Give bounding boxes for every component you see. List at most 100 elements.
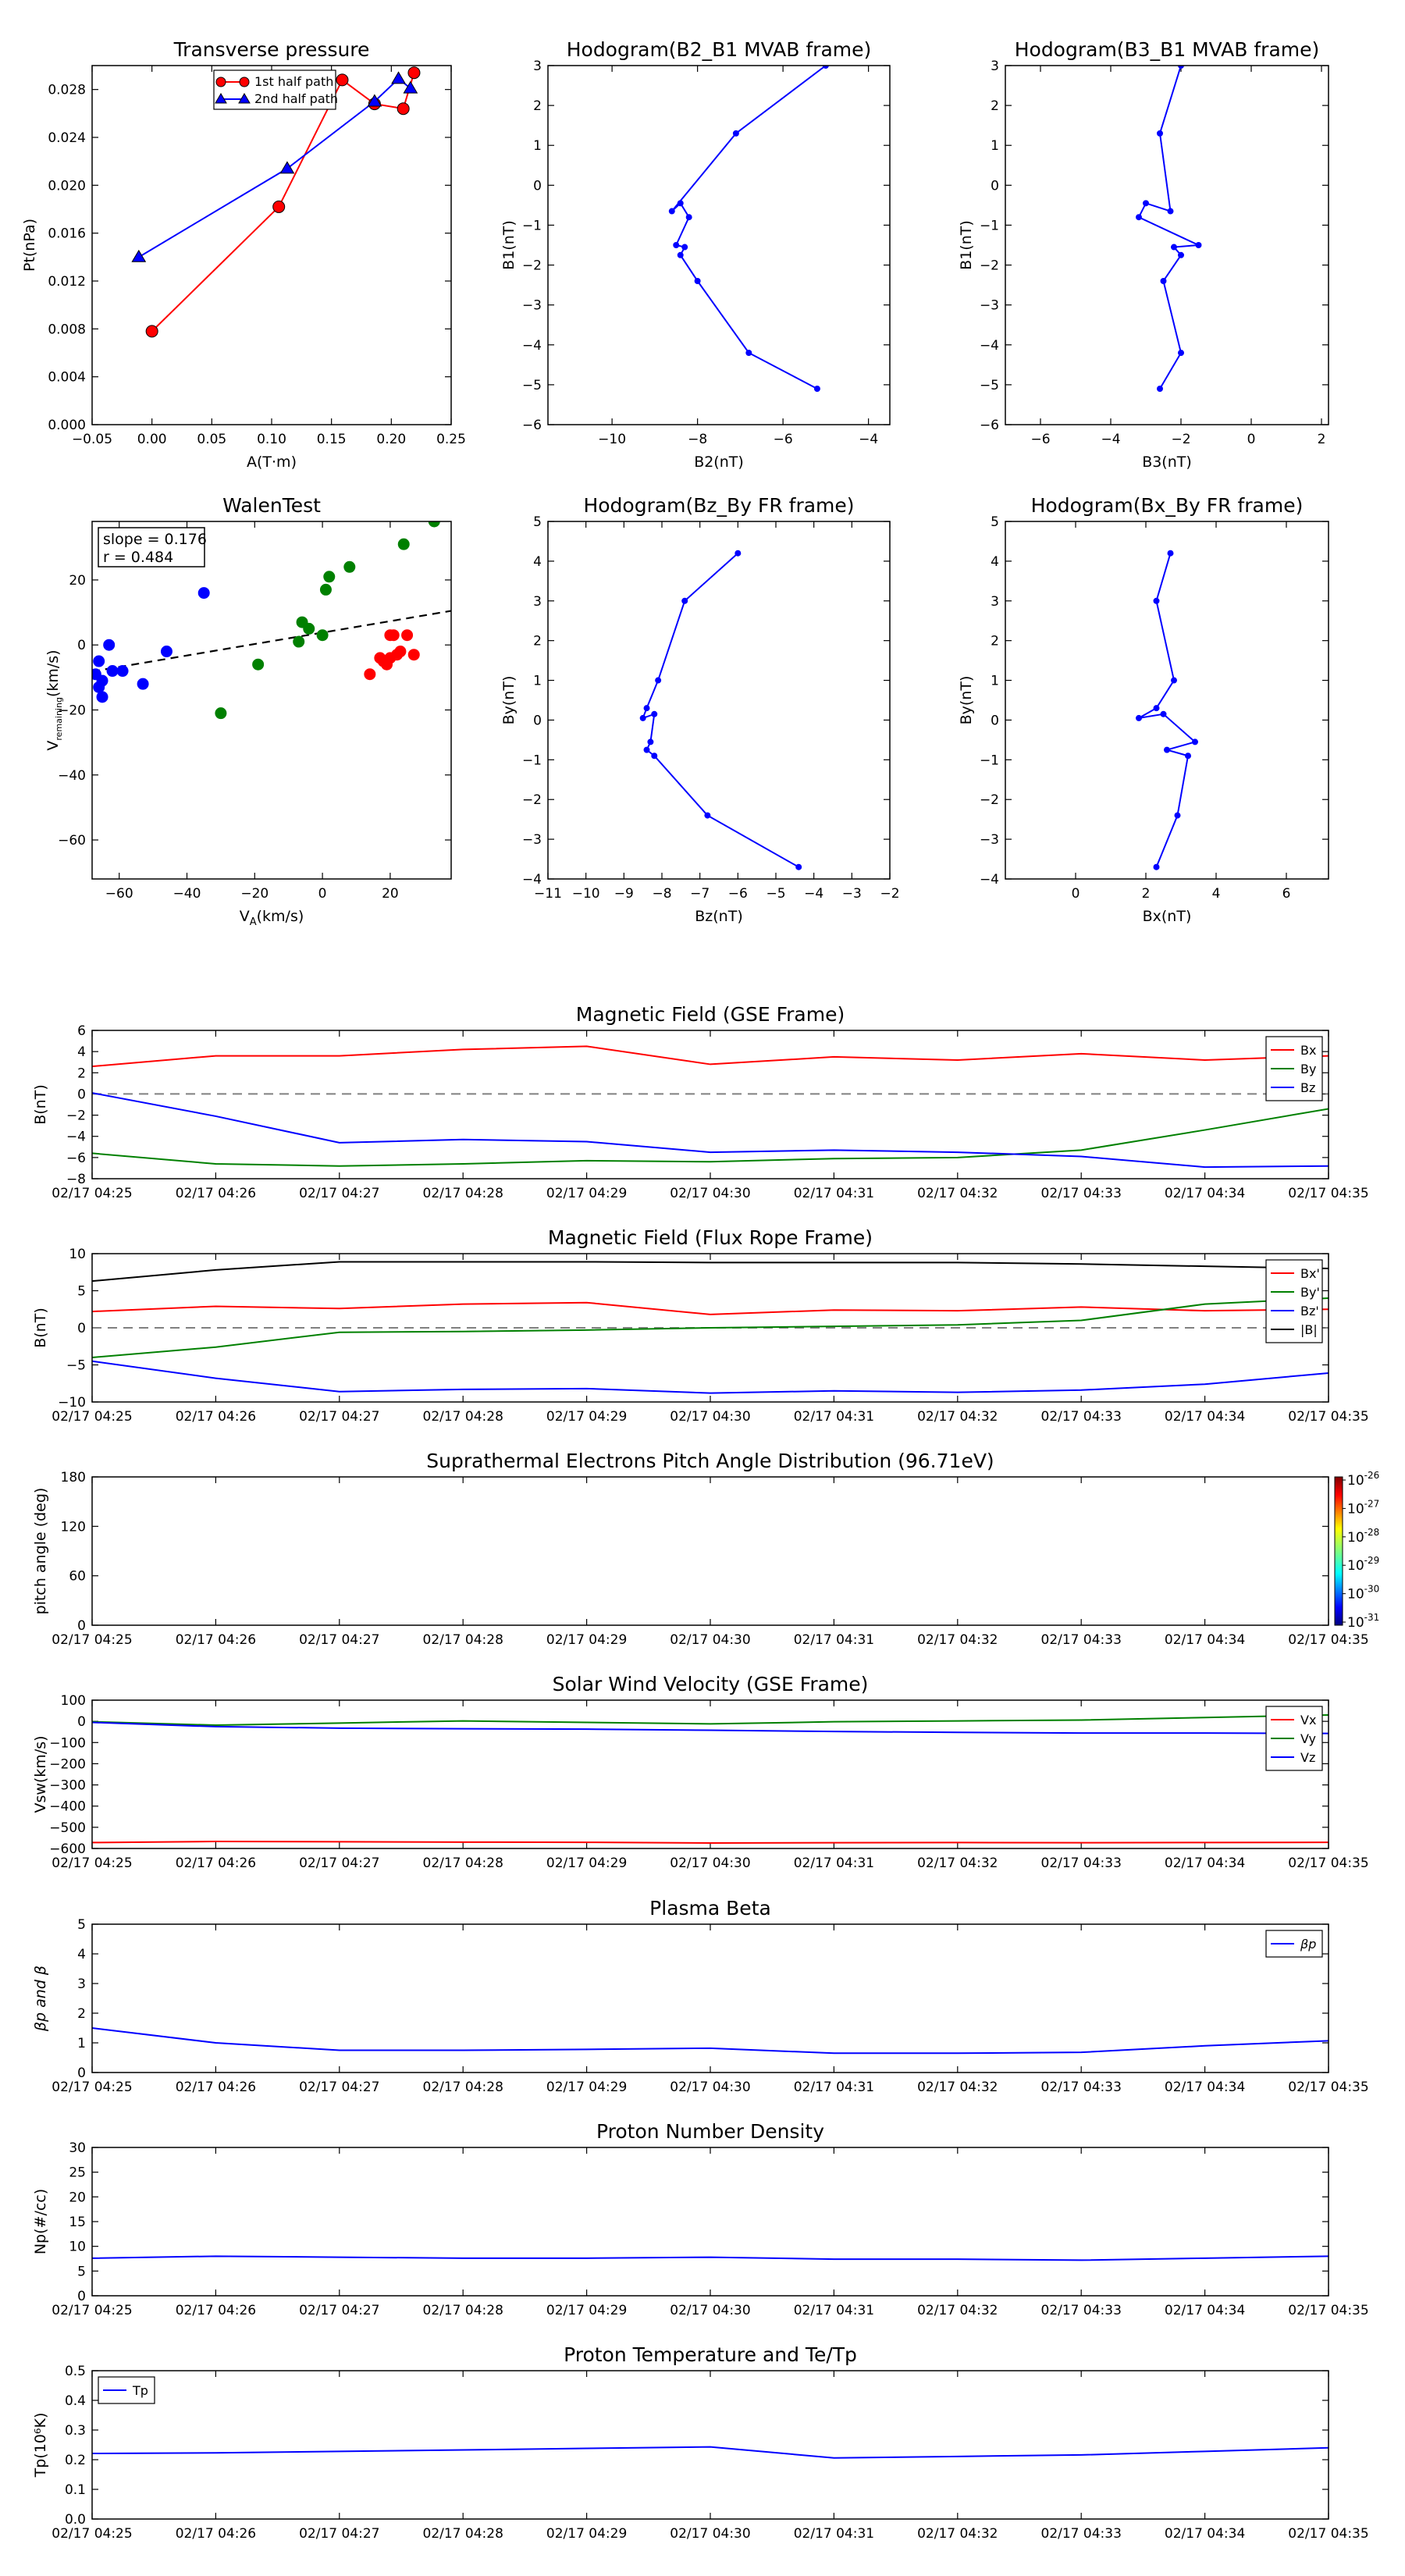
walen-test-plot-area [92, 521, 451, 720]
walen-test-point [394, 646, 407, 658]
hodogram-bx-by-ytick-label: −2 [980, 792, 999, 808]
hodogram-b3-b1-point [1178, 66, 1184, 69]
sw-velocity-xtick-label: 02/17 04:33 [1041, 1856, 1122, 1871]
walen-test-point [96, 691, 108, 703]
hodogram-bz-by-point [643, 705, 650, 712]
hodogram-b3-b1-xtick-label: 2 [1318, 432, 1326, 447]
mag-gse-title: Magnetic Field (GSE Frame) [576, 1003, 845, 1026]
plasma-beta-series-βp-line [92, 2027, 1329, 2055]
hodogram-b3-b1-ytick-label: −6 [980, 418, 999, 433]
hodogram-b3-b1-frame [1005, 65, 1329, 425]
hodogram-b3-b1-xlabel: B3(nT) [1142, 454, 1192, 471]
transverse-pressure-plot-area [131, 66, 421, 338]
proton-temperature-xtick-label: 02/17 04:31 [794, 2526, 874, 2542]
mag-fr-legend-label: Bz' [1300, 1304, 1319, 1318]
colorbar-base: 10 [1347, 1587, 1364, 1603]
proton-density-ytick-label: 30 [69, 2140, 86, 2156]
pitch-angle-chart: Suprathermal Electrons Pitch Angle Distr… [32, 1450, 1379, 1648]
mag-fr-ytick-label: −5 [66, 1358, 86, 1374]
proton-temperature-frame [91, 2370, 1329, 2520]
proton-temperature-xtick-label: 02/17 04:33 [1041, 2526, 1122, 2542]
colorbar-base: 10 [1347, 1558, 1364, 1574]
hodogram-bz-by-xtick-label: −11 [534, 886, 562, 902]
pitch-angle-ytick-label: 180 [61, 1470, 86, 1485]
transverse-pressure-xtick-label: 0.10 [257, 432, 286, 447]
mag-gse-ytick-label: −4 [66, 1130, 86, 1145]
walen-test-annotation-line: r = 0.484 [103, 549, 173, 566]
sw-velocity-xtick-label: 02/17 04:29 [546, 1856, 627, 1871]
hodogram-bx-by-point [1167, 550, 1174, 557]
walen-test-point [197, 587, 210, 600]
sw-velocity-ytick-label: −600 [49, 1841, 86, 1857]
walen-test-point [303, 622, 315, 635]
hodogram-b3-b1-plot-area [1136, 66, 1202, 392]
walen-test-point [407, 649, 420, 661]
hodogram-bz-by-point [643, 746, 650, 753]
walen-test-point [293, 635, 305, 648]
proton-density-plot-area [92, 2255, 1329, 2261]
mag-gse-frame [91, 1030, 1329, 1179]
proton-density-xtick-label: 02/17 04:26 [176, 2303, 256, 2318]
hodogram-bz-by-xtick-label: −8 [652, 886, 671, 902]
transverse-pressure-point [403, 80, 418, 94]
hodogram-bx-by-point [1171, 677, 1177, 684]
hodogram-bz-by-xtick-label: −4 [804, 886, 823, 902]
hodogram-b2-b1-point [822, 66, 829, 69]
pitch-angle-ytick-label: 120 [61, 1519, 86, 1535]
proton-temperature-xtick-label: 02/17 04:29 [546, 2526, 627, 2542]
hodogram-bx-by-ytick-label: 1 [991, 674, 999, 689]
transverse-pressure-ytick-label: 0.020 [48, 178, 86, 194]
transverse-pressure-legend-marker [215, 76, 226, 87]
hodogram-b3-b1-point [1167, 208, 1174, 215]
transverse-pressure-legend [213, 69, 336, 110]
hodogram-bx-by-xtick-label: 6 [1282, 886, 1291, 902]
mag-gse-chart: Magnetic Field (GSE Frame) 02/17 04:25 02/… [32, 1003, 1369, 1201]
mag-gse-legend-label: Bz [1300, 1080, 1315, 1095]
walen-test-point [343, 560, 356, 573]
hodogram-b2-b1-point [813, 386, 820, 392]
hodogram-bz-by-point [639, 714, 646, 721]
plasma-beta-frame [91, 1923, 1329, 2073]
mag-gse-ytick-label: −8 [66, 1172, 86, 1187]
plasma-beta-xtick-label: 02/17 04:25 [52, 2080, 132, 2095]
walen-test-ytick-label: −40 [58, 768, 86, 784]
mag-gse-legend-label: By [1300, 1062, 1316, 1076]
transverse-pressure-legend-marker [215, 93, 227, 104]
transverse-pressure-point [145, 325, 158, 338]
transverse-pressure-point [336, 73, 349, 87]
mag-fr-legend-label: |B| [1300, 1322, 1318, 1337]
hodogram-b2-b1-ytick-label: 1 [533, 138, 542, 154]
proton-temperature-plot-area [92, 2446, 1329, 2459]
walen-test-point [401, 629, 414, 642]
transverse-pressure-point [131, 249, 147, 262]
mag-gse-ytick-label: 2 [77, 1066, 86, 1081]
pitch-angle-xtick-label: 02/17 04:30 [670, 1632, 750, 1648]
hodogram-bx-by-xlabel: Bx(nT) [1143, 908, 1192, 925]
hodogram-bz-by-ytick-label: 2 [533, 634, 542, 649]
transverse-pressure-xtick-label: 0.15 [317, 432, 347, 447]
mag-gse-xtick-label: 02/17 04:34 [1165, 1186, 1245, 1201]
hodogram-b2-b1-xtick-label: −8 [688, 432, 707, 447]
hodogram-bx-by-point [1136, 714, 1142, 721]
transverse-pressure-point [397, 102, 410, 116]
hodogram-bz-by-ytick-label: −1 [522, 753, 542, 768]
transverse-pressure-legend-marker [238, 93, 251, 104]
transverse-pressure-point [407, 66, 421, 80]
hodogram-b3-b1-point [1136, 214, 1142, 221]
walen-test-ytick-label: 20 [69, 573, 86, 589]
hodogram-b3-b1-ytick-label: −3 [980, 298, 999, 314]
sw-velocity-legend-label: Vz [1300, 1750, 1315, 1765]
proton-density-xtick-label: 02/17 04:27 [299, 2303, 379, 2318]
pitch-angle-ytick-label: 0 [77, 1618, 86, 1634]
mag-fr-xtick-label: 02/17 04:28 [423, 1409, 503, 1425]
plasma-beta-xtick-label: 02/17 04:29 [546, 2080, 627, 2095]
pitch-angle-title: Suprathermal Electrons Pitch Angle Distr… [426, 1450, 994, 1472]
sw-velocity-xtick-label: 02/17 04:26 [176, 1856, 256, 1871]
hodogram-bx-by-point [1185, 753, 1191, 760]
transverse-pressure-point [279, 161, 295, 174]
transverse-pressure-legend-marker [239, 76, 250, 87]
walen-test-annotation-line: slope = 0.176 [103, 531, 207, 548]
mag-gse-ytick-label: 4 [77, 1044, 86, 1060]
walen-test-point [160, 646, 173, 658]
proton-density-title: Proton Number Density [596, 2120, 824, 2143]
